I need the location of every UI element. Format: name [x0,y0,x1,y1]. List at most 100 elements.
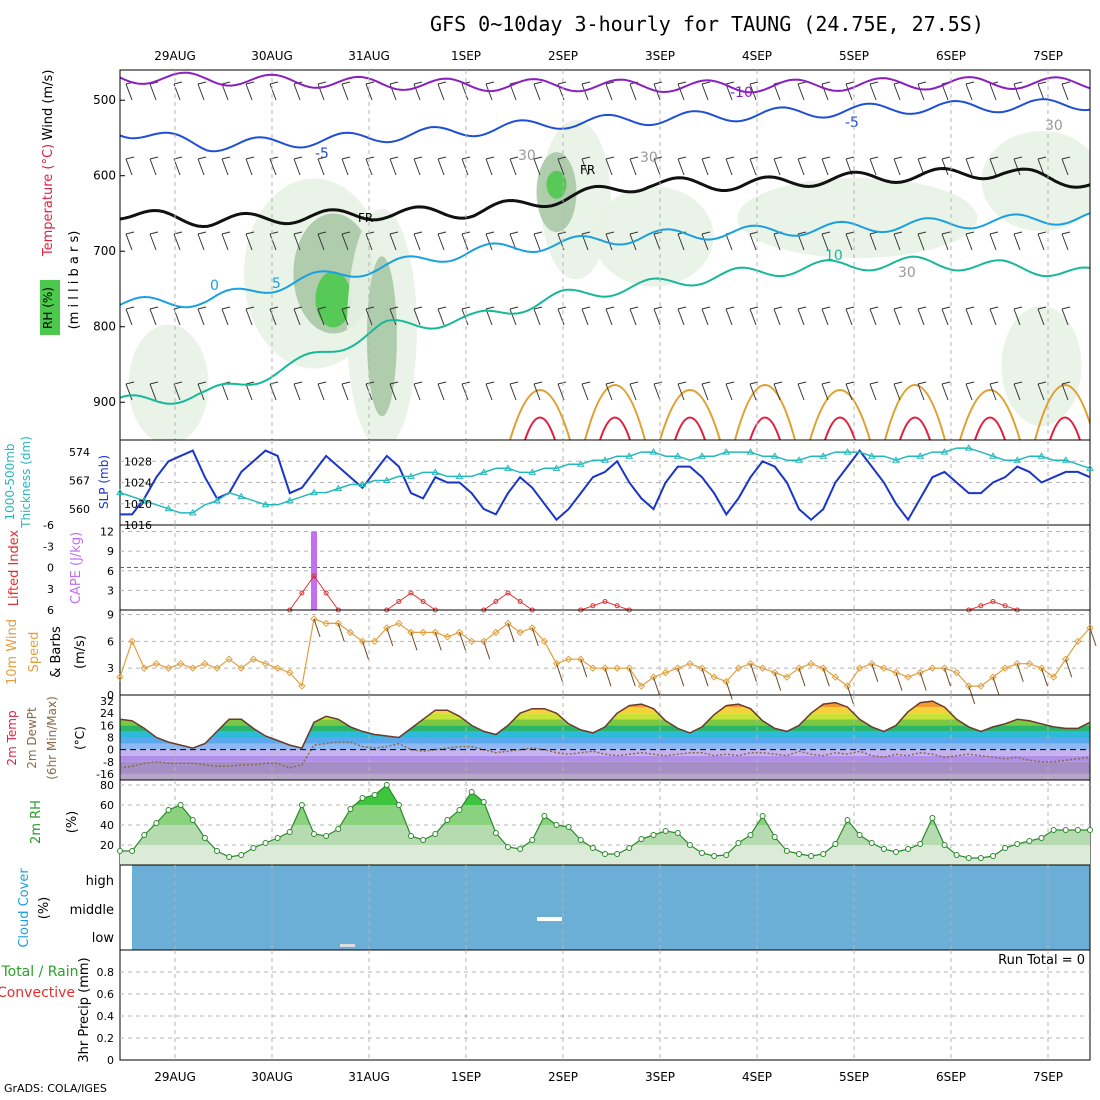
wind-barb [941,383,949,401]
rh2m-marker [880,846,887,852]
wind-barb [605,383,613,401]
wind-speed-marker [273,664,282,672]
wind-barb [701,233,709,251]
thickness-marker [504,464,512,471]
ylabel-cloud-cover: Cloud Cover [17,868,32,948]
wind-barb [245,381,255,385]
wind-barb [197,233,205,251]
rh2m-marker [965,855,972,861]
wind-barb [221,81,231,85]
rh2m-marker [274,835,281,841]
wind-barb [797,383,805,401]
wind-barb [1013,383,1021,401]
wind-barb [725,381,735,385]
run-total-label: Run Total = 0 [998,953,1085,968]
isotherm-hot [1049,416,1081,440]
wind-barb [269,383,277,401]
wind-speed-marker [152,659,161,668]
wind-speed-marker [661,668,670,677]
wind-speed-marker [407,628,415,637]
wind-speed-marker [868,659,876,668]
wind-barb [317,383,325,401]
wind-barb-10m [677,667,685,687]
wind-barb [725,383,733,401]
wind-barb-10m [774,672,782,691]
wind-barb [221,306,231,310]
wind-barb [197,156,207,160]
isotherm-hot [899,416,931,440]
temp-color-band [120,743,1090,750]
wind-barb [797,158,805,176]
rh2m-marker [480,799,487,805]
rh2m-marker [650,832,657,838]
wind-barb [485,156,495,160]
wind-barb [677,158,685,176]
wind-barb [965,231,975,235]
wind-speed-marker [540,637,549,646]
wind-barb [1061,83,1069,101]
wind-barb [821,381,831,385]
wind-barb [869,233,877,251]
rh2m-marker [153,820,160,826]
contour-label: FR [358,211,373,225]
rh2m-marker [420,837,427,843]
wind-barb [869,81,879,85]
wind-speed-marker [952,668,961,677]
cloud-gap [537,917,562,921]
wind-barb [173,81,183,85]
thickness-marker [528,468,537,475]
rh2m-marker [977,855,984,861]
wind-barb [701,81,711,85]
wind-barb [269,233,277,251]
rh2m-marker [468,789,475,795]
isotherm-warm [659,389,721,440]
temp-tick: -16 [96,768,114,781]
wind-speed-marker [1013,659,1021,668]
wind-barb [533,308,541,326]
thickness-marker [431,468,440,475]
wind-barb [149,156,159,160]
wind-barb [797,156,807,160]
rh-shading [366,256,397,417]
wind-barb [437,158,445,176]
wind-barb [725,83,733,101]
wind-barb [197,308,205,326]
wind-barb [149,308,157,326]
wind-barb [821,308,829,326]
wind-barb-10m [483,641,491,660]
thickness-marker [649,448,658,455]
wind-speed-marker [358,637,367,646]
rh2m-marker [723,852,730,858]
thickness-marker [455,472,464,479]
rh2m-marker [117,848,123,854]
wind-speed-marker [1062,655,1070,663]
wind-barb [1061,383,1069,401]
wind-barb [653,306,663,310]
wind-barb [797,81,807,85]
wind-barb [1037,383,1045,401]
wind-barb [317,231,327,235]
thickness-marker [116,488,124,496]
rh2m-marker [250,845,257,851]
contour-label: 10 [825,248,843,264]
thickness-marker [310,488,318,496]
wind-barb [677,156,687,160]
wind-barb [773,308,781,326]
thickness-marker [722,448,731,455]
rh2m-marker [1062,827,1069,833]
wind-barb [869,383,877,401]
rh2m-marker [699,850,705,856]
isotherm-line [119,71,1091,94]
wind-barb [413,381,423,385]
wind-barb [917,383,925,401]
li-tick: 3 [47,583,54,596]
isotherm-hot [824,416,856,440]
wind-barb [629,231,639,235]
wind-barb [725,158,733,176]
wind-barb-10m [459,632,466,651]
wind-barb [821,383,829,401]
wind-barb [485,383,493,401]
wind-barb [317,81,327,85]
thickness-marker [746,448,755,455]
lifted-index-line [580,600,630,611]
